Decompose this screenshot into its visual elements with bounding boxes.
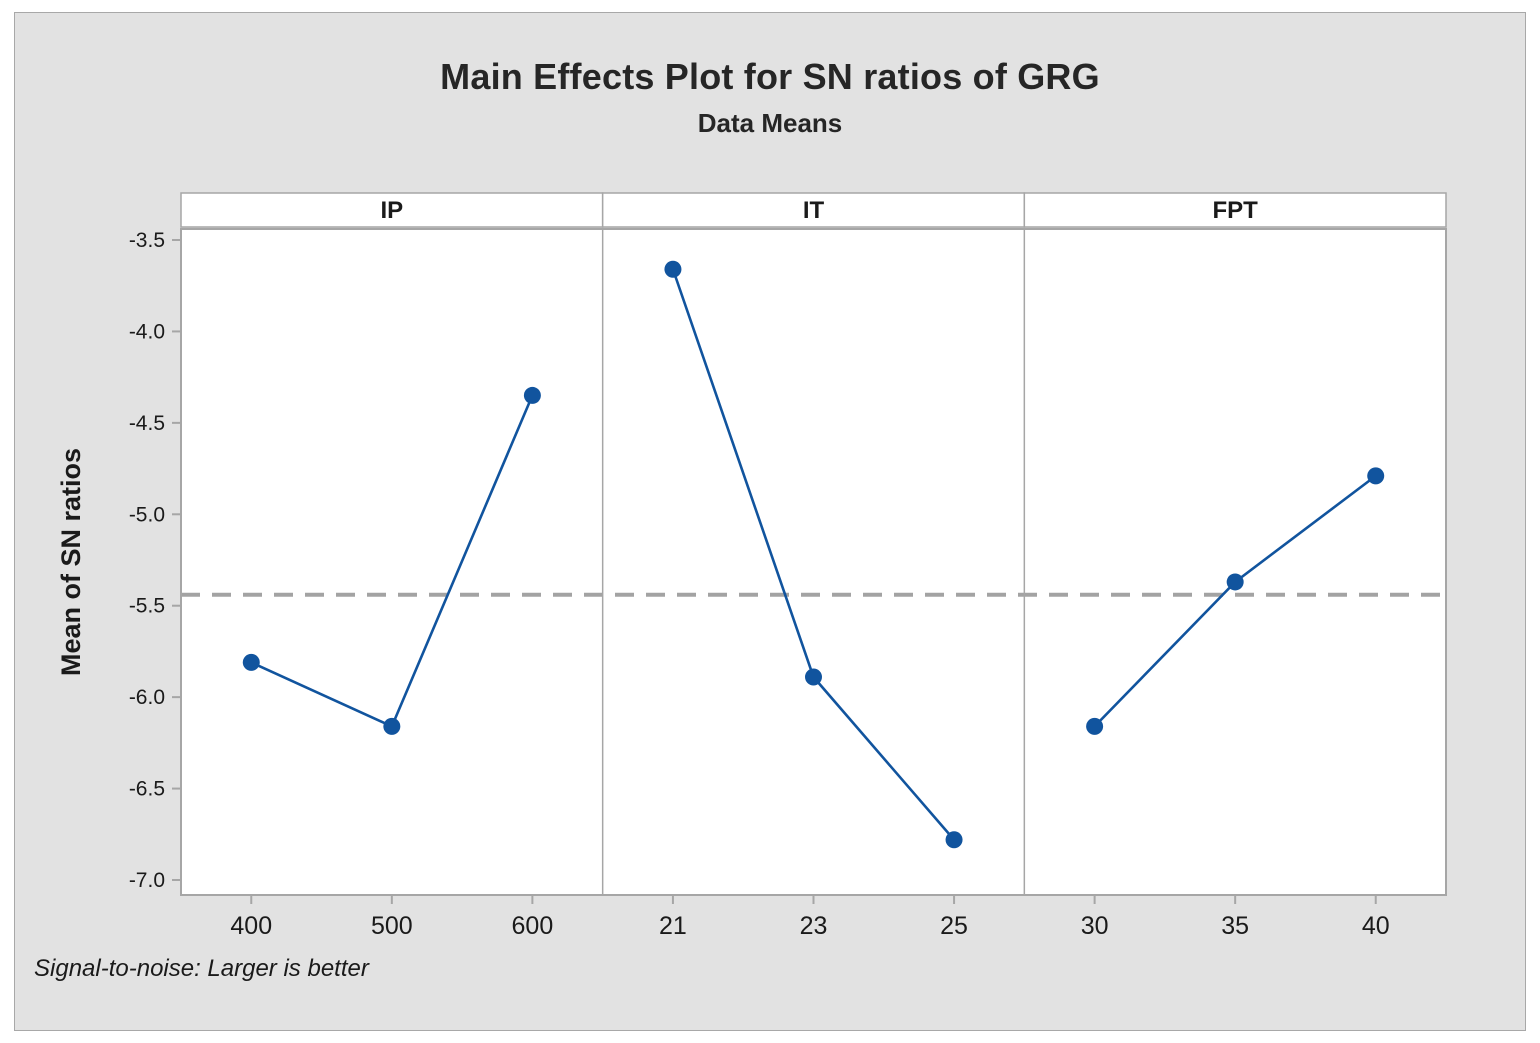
x-tick-label: 25	[940, 912, 968, 940]
y-tick-label: -4.5	[129, 412, 165, 435]
x-tick-label: 21	[659, 912, 687, 940]
data-point-marker	[242, 653, 260, 671]
data-point-marker	[523, 386, 541, 404]
x-tick-label: 40	[1362, 912, 1390, 940]
x-tick-label: 400	[230, 912, 272, 940]
panel-header-fpt	[1023, 192, 1447, 228]
panel-header-label-ip: IP	[380, 197, 403, 224]
x-tick-label: 23	[800, 912, 828, 940]
chart-subtitle: Data Means	[697, 108, 843, 138]
data-point-marker	[1367, 467, 1385, 485]
chart-title: Main Effects Plot for SN ratios of GRG	[440, 56, 1100, 97]
y-tick-label: -5.0	[129, 503, 165, 526]
x-tick-label: 35	[1221, 912, 1249, 940]
panel-header-ip	[180, 192, 604, 228]
signal-to-noise-footnote: Signal-to-noise: Larger is better	[34, 955, 369, 982]
data-point-marker	[805, 668, 822, 686]
data-point-marker	[664, 260, 682, 278]
y-tick-label: -5.5	[129, 595, 165, 618]
y-tick-label: -6.0	[129, 686, 165, 709]
x-tick-label: 600	[512, 912, 554, 940]
x-tick-label: 30	[1081, 912, 1109, 940]
data-point-marker	[945, 831, 963, 849]
data-point-marker	[1226, 573, 1244, 591]
x-tick-label: 500	[371, 912, 413, 940]
y-tick-label: -7.0	[129, 869, 165, 892]
panel-header-label-it: IT	[803, 197, 825, 224]
data-point-marker	[383, 717, 401, 735]
y-tick-label: -3.5	[129, 229, 165, 252]
panel-header-it	[601, 192, 1026, 228]
y-tick-label: -4.0	[129, 320, 165, 343]
y-tick-label: -6.5	[129, 778, 165, 801]
plot-area	[181, 229, 1446, 895]
panel-header-label-fpt: FPT	[1213, 197, 1259, 224]
data-point-marker	[1086, 717, 1104, 735]
y-axis-title: Mean of SN ratios	[56, 448, 86, 676]
